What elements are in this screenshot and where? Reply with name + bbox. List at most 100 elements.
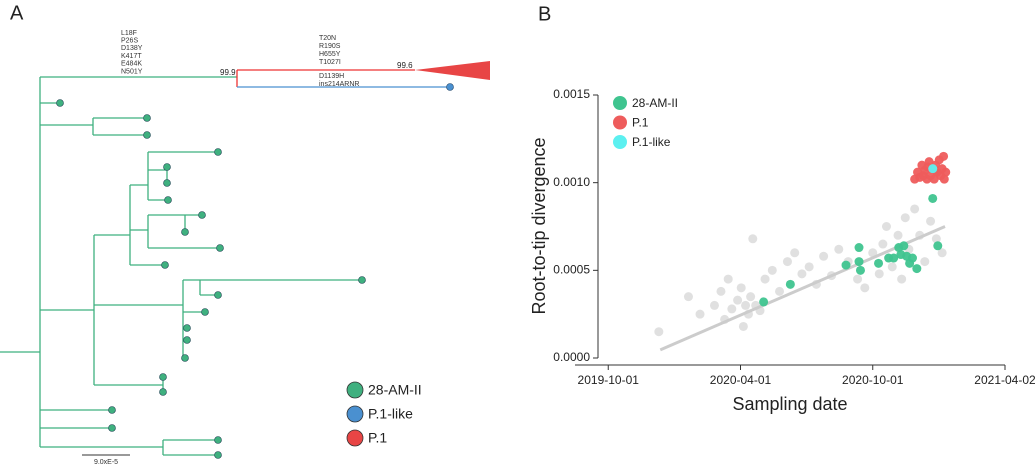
tip: [214, 291, 222, 299]
point: [874, 269, 884, 279]
legend-marker: [613, 96, 627, 110]
y-tick-label: 0.0010: [553, 175, 590, 189]
legend-marker: [613, 115, 627, 130]
mutation: T20N: [319, 35, 336, 42]
point: [853, 274, 863, 284]
point: [887, 262, 897, 272]
point: [782, 257, 792, 267]
point: [937, 248, 947, 258]
point: [727, 304, 737, 314]
mutation: H655Y: [319, 51, 341, 58]
tip: [214, 451, 222, 459]
point: [746, 292, 756, 302]
point: [760, 274, 770, 284]
tip: [358, 276, 366, 284]
legend-marker: [346, 429, 364, 447]
tip: [161, 261, 169, 269]
legend-marker: [346, 405, 364, 423]
legend-label: P.1-like: [632, 135, 671, 149]
legend-label: 28-AM-II: [632, 96, 678, 110]
point: [907, 253, 917, 263]
tip: [183, 324, 191, 332]
point: [804, 262, 814, 272]
point: [709, 300, 719, 310]
point: [683, 292, 693, 302]
point: [790, 248, 800, 258]
collapsed-clade: [415, 61, 490, 80]
point: [868, 248, 878, 258]
tip: [201, 308, 209, 316]
tip: [143, 131, 151, 139]
mutation: ins214ARNR: [319, 81, 359, 88]
point: [695, 309, 705, 319]
tip: [181, 228, 189, 236]
mutation: P26S: [121, 38, 138, 45]
x-tick-label: 2020-04-01: [710, 373, 772, 387]
legend-label: P.1-like: [368, 406, 413, 422]
point: [939, 151, 949, 161]
point: [881, 222, 891, 231]
panel-label: B: [538, 3, 551, 25]
mutation: N501Y: [121, 68, 143, 75]
point: [910, 204, 920, 214]
point: [736, 283, 746, 293]
point: [855, 265, 865, 275]
point: [928, 193, 938, 203]
point: [899, 241, 909, 251]
x-axis-title: Sampling date: [732, 394, 847, 414]
y-axis-title: Root-to-tip divergence: [529, 137, 549, 314]
tip: [214, 148, 222, 156]
point: [878, 239, 888, 249]
tip: [56, 99, 64, 107]
tip: [198, 211, 206, 219]
point: [860, 283, 870, 293]
tip: [159, 388, 167, 396]
point: [897, 274, 907, 284]
point: [819, 251, 829, 261]
legend-label: 28-AM-II: [368, 382, 422, 398]
tip: [163, 163, 171, 171]
x-tick-label: 2020-10-01: [842, 373, 904, 387]
bootstrap: 99.9: [220, 68, 236, 77]
point: [933, 241, 943, 251]
point: [785, 279, 795, 289]
point: [928, 164, 938, 174]
x-tick-label: 2021-04-02: [974, 373, 1035, 387]
point: [889, 253, 899, 263]
x-tick-label: 2019-10-01: [578, 373, 640, 387]
point: [716, 286, 726, 296]
mutation: R190S: [319, 43, 341, 50]
tip: [181, 354, 189, 362]
point: [939, 174, 949, 184]
mutation: D1139H: [319, 73, 344, 80]
y-tick-label: 0.0000: [553, 350, 590, 364]
point: [723, 274, 733, 284]
point: [654, 327, 664, 337]
point: [741, 300, 751, 310]
tip: [108, 424, 116, 432]
tip: [216, 244, 224, 252]
point: [920, 257, 930, 267]
point: [893, 230, 903, 240]
point: [926, 216, 936, 226]
point: [733, 295, 743, 305]
tip: [183, 336, 191, 344]
point: [874, 258, 884, 268]
legend-marker: [346, 381, 364, 399]
point: [854, 257, 864, 267]
panel-label: A: [10, 2, 24, 24]
point: [759, 297, 769, 307]
scatter-plot: 0.0000 0.0005 0.0010 0.0015 2019-10-01 2020-0…: [529, 87, 1035, 414]
bootstrap: 99.6: [397, 61, 413, 70]
mutation: E484K: [121, 61, 142, 68]
point: [738, 321, 748, 331]
tip: [108, 406, 116, 414]
point: [797, 269, 807, 279]
y-tick-label: 0.0005: [553, 263, 590, 277]
point: [841, 260, 851, 270]
tip: [214, 436, 222, 444]
point: [767, 265, 777, 275]
tip: [163, 179, 171, 187]
